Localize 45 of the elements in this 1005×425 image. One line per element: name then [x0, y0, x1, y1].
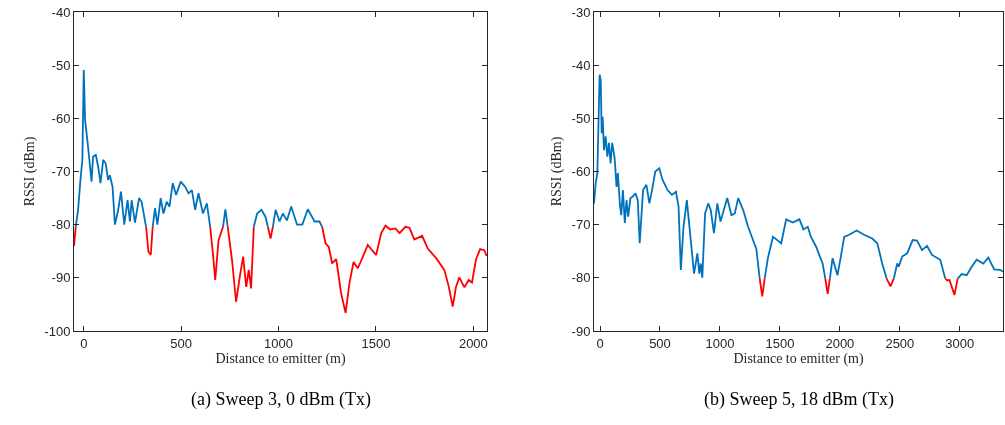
x-tick-label: 1500: [361, 335, 391, 351]
line-series: [892, 239, 947, 280]
y-tick-label: -100: [44, 323, 71, 339]
x-axis-title: Distance to emitter (m): [215, 350, 346, 367]
line-series: [956, 256, 1003, 280]
line-series: [226, 225, 255, 303]
y-tick-label: -50: [571, 110, 591, 126]
y-tick-label: -40: [51, 4, 71, 20]
line-series: [151, 180, 212, 228]
line-series: [272, 205, 324, 228]
line-series: [594, 73, 761, 280]
line-series: [763, 218, 827, 280]
y-tick-label: -60: [571, 164, 591, 180]
line-series: [321, 224, 487, 314]
x-tick-label: 0: [596, 335, 604, 351]
line-series: [252, 208, 269, 228]
y-axis-title: RSSI (dBm): [549, 136, 566, 207]
line-series: [944, 277, 959, 296]
y-tick-label: -50: [51, 57, 71, 73]
x-tick-label: 3000: [945, 335, 975, 351]
x-tick-label: 1500: [765, 335, 795, 351]
x-axis-title: Distance to emitter (m): [733, 350, 864, 367]
y-tick-label: -60: [51, 110, 71, 126]
line-series: [209, 225, 224, 281]
text: (a) Sweep 3, 0 dBm (Tx): [191, 389, 371, 410]
line-series: [74, 69, 147, 228]
y-tick-label: -70: [51, 164, 71, 180]
x-tick-label: 0: [80, 335, 88, 351]
x-tick-label: 500: [170, 335, 192, 351]
y-tick-label: -90: [571, 323, 591, 339]
x-tick-label: 1000: [705, 335, 735, 351]
x-tick-label: 500: [649, 335, 671, 351]
x-tick-label: 2000: [825, 335, 855, 351]
y-tick-label: -80: [571, 270, 591, 286]
y-tick-label: -90: [51, 270, 71, 286]
y-tick-label: -40: [571, 57, 591, 73]
x-tick-label: 2500: [885, 335, 915, 351]
line-series: [829, 229, 888, 280]
x-tick-label: 2000: [458, 335, 488, 351]
y-axis-title: RSSI (dBm): [21, 136, 38, 207]
y-tick-label: -70: [571, 217, 591, 233]
text: (b) Sweep 5, 18 dBm (Tx): [704, 389, 894, 410]
y-tick-label: -80: [51, 217, 71, 233]
y-tick-label: -30: [571, 4, 591, 20]
x-tick-label: 1000: [264, 335, 294, 351]
